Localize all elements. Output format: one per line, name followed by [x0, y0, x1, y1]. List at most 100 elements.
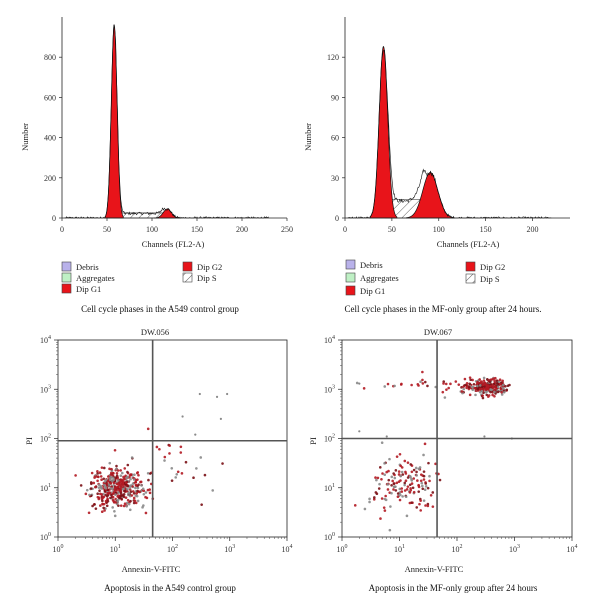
event-dot — [134, 501, 138, 505]
event-dot — [100, 493, 103, 496]
histogram-control-axes: 0 50 100 150 200 250 0 200 400 600 800 — [44, 17, 293, 234]
histogram-control-plot — [64, 24, 269, 219]
event-dot — [158, 447, 161, 451]
event-dot — [132, 496, 136, 500]
event-dot — [179, 445, 183, 449]
event-dot — [102, 506, 105, 510]
event-dot — [136, 499, 140, 503]
dip-g1-peak — [104, 24, 124, 219]
y-tick-exponent: 0 — [332, 532, 335, 538]
event-dot — [180, 472, 184, 475]
event-dot — [408, 483, 412, 487]
event-dot — [376, 476, 380, 480]
event-dot — [406, 461, 410, 464]
event-dot — [384, 498, 388, 502]
event-dot — [181, 415, 184, 418]
event-dot — [416, 479, 419, 482]
event-dot — [200, 503, 203, 506]
x-tick-label: 250 — [281, 225, 293, 234]
event-dot — [482, 379, 486, 382]
event-dot — [106, 497, 109, 501]
x-tick-label: 100 — [337, 544, 348, 554]
event-dot — [393, 384, 396, 388]
event-dot — [493, 379, 496, 383]
event-dot — [123, 467, 127, 470]
event-dot — [100, 466, 104, 469]
event-dot — [417, 484, 421, 487]
histogram-control-caption: Cell cycle phases in the A549 control gr… — [81, 304, 239, 314]
event-dot — [122, 504, 126, 508]
scatter-mf-ylabel: PI — [308, 437, 318, 445]
event-dot — [460, 386, 463, 389]
scatter-control-xlabel: Annexin-V-FITC — [122, 564, 181, 574]
event-dot — [379, 517, 382, 520]
event-dot — [221, 462, 224, 465]
event-dot — [110, 493, 113, 497]
event-dot — [112, 481, 116, 485]
event-dot — [421, 378, 424, 382]
y-tick-label: 0 — [335, 214, 339, 223]
event-dot — [92, 481, 96, 485]
histogram-outline — [64, 24, 269, 219]
event-dot — [124, 496, 128, 499]
event-dot — [426, 502, 430, 506]
event-dot — [419, 380, 422, 384]
event-dot — [123, 489, 126, 493]
event-dot — [408, 474, 412, 478]
event-dot — [457, 383, 461, 386]
event-dot — [422, 499, 426, 502]
event-dot — [106, 491, 109, 495]
event-dot — [392, 482, 396, 485]
event-dot — [104, 499, 108, 503]
event-dot — [108, 467, 111, 471]
legend-swatch-dip-g1 — [61, 283, 72, 294]
event-dot — [421, 370, 424, 374]
event-dot — [408, 491, 412, 494]
dip-g2-peak — [153, 208, 182, 219]
event-dot — [404, 472, 408, 475]
event-dot — [431, 491, 435, 494]
event-dot — [422, 478, 426, 481]
x-tick-exponent: 1 — [118, 544, 121, 550]
event-dot — [129, 484, 133, 487]
x-tick-label: 50 — [388, 225, 396, 234]
event-dot — [126, 498, 130, 502]
x-tick-label: 100 — [146, 225, 158, 234]
dip-g1-peak — [369, 46, 398, 219]
event-dot — [462, 385, 465, 388]
event-dot — [442, 380, 446, 383]
event-dot — [488, 380, 492, 384]
event-dot — [411, 486, 415, 490]
event-dot — [394, 485, 397, 488]
event-dot — [115, 464, 118, 468]
event-dot — [422, 470, 426, 473]
event-dot — [483, 382, 487, 386]
event-dot — [112, 491, 116, 494]
event-dot — [192, 476, 195, 480]
event-dot — [109, 487, 113, 490]
legend-label-dip-g1: Dip G1 — [360, 286, 385, 296]
y-tick-label: 400 — [44, 134, 56, 143]
x-tick-exponent: 2 — [175, 544, 178, 550]
histogram-mf-axes: 0 50 100 150 200 0 30 60 90 120 — [327, 17, 570, 234]
scatter-mf-xlabel: Annexin-V-FITC — [405, 564, 464, 574]
event-dot — [105, 504, 109, 508]
event-dot — [475, 384, 479, 388]
event-dot — [89, 481, 93, 484]
event-dot — [409, 463, 413, 466]
event-dot — [84, 492, 88, 496]
event-dot — [399, 464, 402, 468]
event-dot — [132, 478, 136, 481]
event-dot — [400, 466, 404, 469]
event-dot — [480, 389, 484, 393]
event-dot — [426, 384, 429, 388]
event-dot — [126, 484, 130, 488]
event-dot — [429, 493, 433, 497]
event-dot — [136, 489, 139, 493]
event-dot — [405, 488, 409, 491]
event-dot — [103, 480, 107, 483]
event-dot — [401, 495, 404, 498]
event-dot — [494, 387, 497, 391]
histogram-mf-xlabel: Channels (FL2-A) — [437, 239, 500, 249]
event-dot — [128, 508, 132, 512]
